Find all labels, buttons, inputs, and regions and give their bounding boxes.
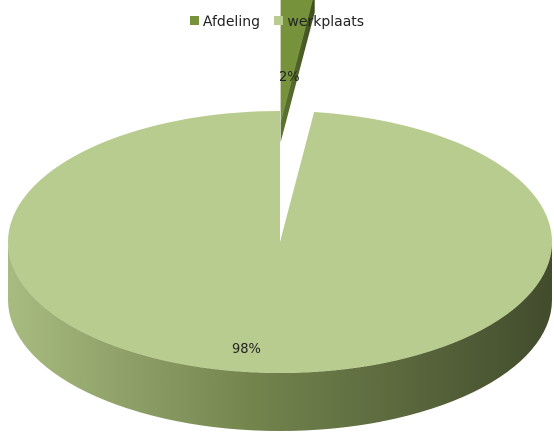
legend-swatch-werkplaats: [274, 16, 284, 25]
pie-slice-werkplaats: [8, 111, 553, 373]
legend-item-afdeling: Afdeling: [189, 14, 260, 30]
legend-swatch-afdeling: [189, 16, 199, 25]
legend: Afdeling werkplaats: [0, 14, 554, 30]
data-label-werkplaats: 98%: [232, 342, 261, 357]
legend-item-werkplaats: werkplaats: [274, 14, 364, 30]
data-label-afdeling: 2%: [279, 70, 300, 85]
pie-slice-afdeling: [280, 0, 313, 122]
legend-label-werkplaats: werkplaats: [287, 14, 365, 30]
legend-label-afdeling: Afdeling: [202, 14, 260, 30]
pie-slice-side-werkplaats: [8, 242, 552, 431]
pie-slice-side-afdeling: [280, 0, 315, 143]
